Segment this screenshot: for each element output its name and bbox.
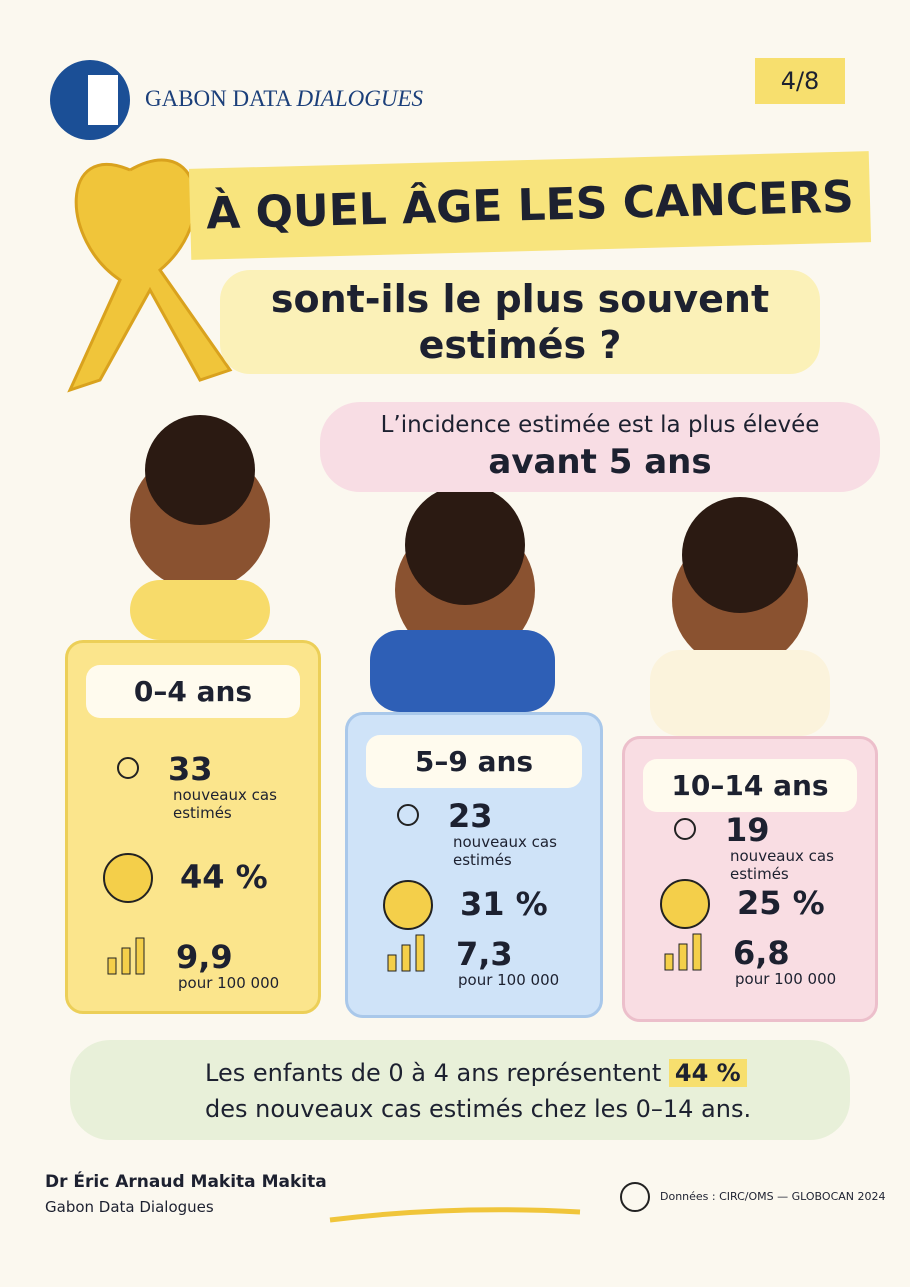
- rate: 7,3: [456, 935, 513, 973]
- globe-icon: [620, 1182, 650, 1212]
- icons: [660, 818, 710, 971]
- cases: 19: [725, 811, 770, 849]
- title-line: sont-ils le plus souvent: [270, 277, 770, 321]
- title-line: estimés ?: [418, 323, 622, 367]
- subtitle-line: L’incidence estimée est la plus élevée: [380, 412, 820, 438]
- brand-main: GABON DATA: [145, 86, 291, 111]
- cases: 33: [168, 750, 213, 788]
- author: Dr Éric Arnaud Makita Makita: [45, 1172, 327, 1192]
- title: À QUEL ÂGE LES CANCERS: [188, 151, 872, 260]
- cases-label: nouveaux cas estimés: [173, 786, 277, 822]
- brand: GABON DATA DIALOGUES: [145, 86, 423, 112]
- age-label: 10–14 ans: [643, 759, 857, 812]
- subtitle: L’incidence estimée est la plus élevée av…: [320, 402, 880, 492]
- cases-label: nouveaux cas estimés: [730, 847, 834, 883]
- age-label: 5–9 ans: [366, 735, 582, 788]
- callout-text: Les enfants de 0 à 4 ans représentent: [205, 1059, 662, 1087]
- icons: [383, 804, 433, 972]
- age-card: 10–14 ans 19 nouveaux cas estimés 25 % 6,8 po…: [622, 736, 878, 1022]
- underline: [329, 1207, 581, 1223]
- rate: 9,9: [176, 938, 233, 976]
- rate-label: pour 100 000: [458, 971, 560, 989]
- cases: 23: [448, 797, 493, 835]
- callout-highlight: 44 %: [668, 1059, 747, 1087]
- page-number: 4/8: [755, 58, 845, 104]
- cases-label: nouveaux cas estimés: [453, 833, 557, 869]
- age-card: 5–9 ans 23 nouveaux cas estimés 31 % 7,3 pour…: [345, 712, 603, 1018]
- rate-label: pour 100 000: [735, 970, 837, 988]
- callout: Les enfants de 0 à 4 ans représentent 44…: [205, 1055, 825, 1127]
- title-sub: sont-ils le plus souvent estimés ?: [220, 270, 820, 374]
- organization: Gabon Data Dialogues: [45, 1198, 214, 1216]
- share: 31 %: [460, 885, 548, 923]
- logo-page: [88, 75, 118, 125]
- rate-label: pour 100 000: [178, 974, 280, 992]
- age-card: 0–4 ans 33 nouveaux cas estimés 44 % 9,9 pour…: [65, 640, 321, 1014]
- share: 44 %: [180, 858, 268, 896]
- subtitle-emphasis: avant 5 ans: [488, 442, 712, 482]
- child-illustrations: [130, 415, 830, 736]
- brand-italic: DIALOGUES: [296, 86, 424, 111]
- rate: 6,8: [733, 934, 790, 972]
- callout-text: des nouveaux cas estimés chez les 0–14 a…: [205, 1095, 752, 1123]
- source: Données : CIRC/OMS — GLOBOCAN 2024: [660, 1190, 886, 1203]
- icons: [103, 757, 153, 975]
- share: 25 %: [737, 884, 825, 922]
- age-label: 0–4 ans: [86, 665, 300, 718]
- callout-box: [70, 1040, 850, 1140]
